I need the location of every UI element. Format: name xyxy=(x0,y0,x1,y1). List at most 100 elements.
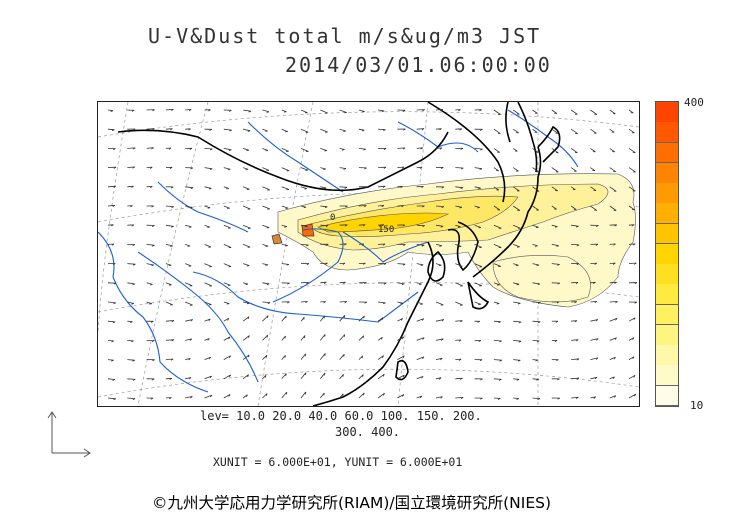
wind-vector xyxy=(358,335,364,341)
coastlines xyxy=(117,102,561,406)
wind-vector-head xyxy=(306,282,309,285)
wind-vector xyxy=(493,148,500,153)
wind-vector-head xyxy=(248,110,252,113)
wind-vector xyxy=(590,301,597,303)
wind-vector xyxy=(435,396,443,399)
wind-vector xyxy=(262,109,270,113)
wind-vector-head xyxy=(227,168,231,171)
wind-vector-head xyxy=(421,376,424,379)
wind-vector-head xyxy=(247,354,250,358)
wind-vector xyxy=(571,301,577,303)
wind-vector xyxy=(223,374,231,380)
wind-vector-head xyxy=(614,281,617,284)
wind-vector xyxy=(532,148,539,153)
wind-vector-head xyxy=(190,396,193,399)
wind-vector-head xyxy=(286,264,290,266)
coast-japan-hokkaido xyxy=(537,125,561,163)
wind-vector xyxy=(320,128,328,133)
wind-vector xyxy=(532,340,540,342)
wind-vector-head xyxy=(420,147,424,150)
wind-vector-head xyxy=(246,149,249,152)
wind-vector-head xyxy=(113,148,116,150)
wind-vector-head xyxy=(631,224,635,227)
wind-vector-head xyxy=(343,168,347,170)
wind-vector-head xyxy=(593,281,596,285)
wind-vector-head xyxy=(305,225,308,228)
wind-vector xyxy=(551,167,559,173)
wind-vector xyxy=(474,186,481,189)
wind-vector-head xyxy=(227,318,230,321)
wind-vector xyxy=(551,186,558,192)
wind-vector-head xyxy=(229,129,232,132)
wind-vector xyxy=(512,148,518,152)
wind-vector-head xyxy=(113,398,116,401)
wind-vector xyxy=(397,394,404,399)
wind-vector-head xyxy=(383,282,387,285)
wind-vector-head xyxy=(151,264,154,267)
wind-vector-head xyxy=(421,186,424,189)
wind-vector xyxy=(339,353,345,360)
wind-vector xyxy=(146,166,153,168)
wind-vector xyxy=(107,359,114,361)
wind-vector xyxy=(513,340,522,342)
wind-vector xyxy=(223,205,230,209)
wind-vector-head xyxy=(613,357,616,360)
wind-vector-head xyxy=(518,321,522,324)
wind-vector xyxy=(571,224,579,227)
wind-vector-head xyxy=(190,167,194,170)
wind-vector xyxy=(339,186,348,188)
wind-vector-head xyxy=(615,301,618,304)
wind-vector xyxy=(146,263,154,266)
wind-vector xyxy=(319,372,326,380)
wind-vector-head xyxy=(593,396,596,399)
coast-sakhalin xyxy=(517,102,538,173)
wind-vector xyxy=(493,397,501,399)
wind-vector-head xyxy=(381,205,385,208)
wind-vector xyxy=(493,320,501,323)
wind-vector-head xyxy=(422,205,425,208)
coast-siberia xyxy=(427,102,506,203)
wind-vector-head xyxy=(575,225,579,228)
wind-vector-head xyxy=(266,111,270,113)
wind-vector xyxy=(571,339,579,341)
wind-vector xyxy=(204,301,212,305)
wind-vector-head xyxy=(594,262,598,265)
wind-vector-head xyxy=(633,317,636,321)
wind-vector xyxy=(628,356,635,360)
wind-vector xyxy=(223,128,232,131)
wind-vector xyxy=(416,263,424,266)
wind-vector xyxy=(493,128,501,134)
wind-vector xyxy=(358,355,363,360)
wind-vector xyxy=(551,128,559,134)
wind-vector xyxy=(165,205,174,207)
wind-vector xyxy=(513,320,522,323)
wind-vector-head xyxy=(383,148,387,150)
wind-vector xyxy=(493,167,499,172)
wind-vector-head xyxy=(612,376,615,380)
wind-vector-head xyxy=(422,225,425,228)
wind-vector-head xyxy=(189,338,193,341)
wind-vector-head xyxy=(246,265,250,267)
wind-vector-head xyxy=(402,109,406,112)
dust-hotspot-a xyxy=(301,223,315,237)
colorbar-segment xyxy=(656,183,678,204)
wind-vector-head xyxy=(401,205,404,208)
wind-vector xyxy=(493,282,500,286)
wind-vector xyxy=(204,167,213,170)
wind-vector xyxy=(185,282,193,287)
wind-vector-head xyxy=(151,205,154,208)
wind-vector xyxy=(165,263,172,266)
wind-vector-head xyxy=(363,148,366,151)
wind-vector-head xyxy=(634,262,637,265)
wind-vector xyxy=(609,376,615,380)
wind-vector xyxy=(455,282,463,287)
wind-vector-head xyxy=(132,147,136,150)
colorbar-max-label: 400 xyxy=(684,96,704,109)
wind-vector-head xyxy=(112,204,116,208)
wind-vector-head xyxy=(381,110,385,113)
coast-japan-honshu xyxy=(472,146,542,278)
wind-vector-head xyxy=(401,166,405,169)
wind-vector xyxy=(474,224,482,228)
wind-vector-head xyxy=(460,187,464,189)
wind-vector-head xyxy=(112,379,116,381)
